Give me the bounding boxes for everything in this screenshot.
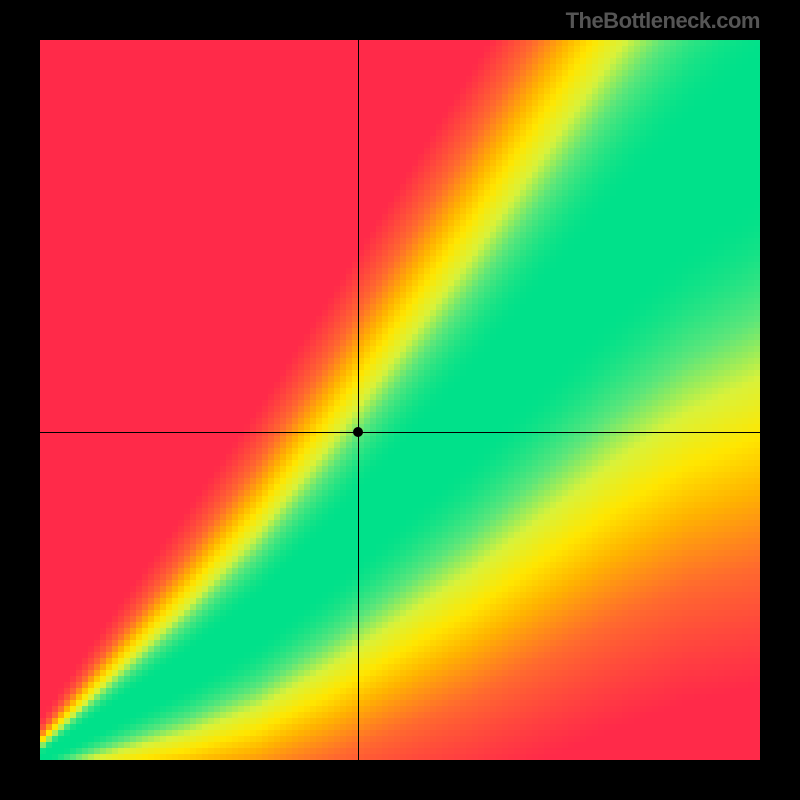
chart-container: TheBottleneck.com — [0, 0, 800, 800]
plot-area — [40, 40, 760, 760]
crosshair-marker — [353, 427, 363, 437]
crosshair-horizontal — [40, 432, 760, 433]
watermark-text: TheBottleneck.com — [566, 8, 760, 34]
crosshair-vertical — [358, 40, 359, 760]
heatmap-canvas — [40, 40, 760, 760]
